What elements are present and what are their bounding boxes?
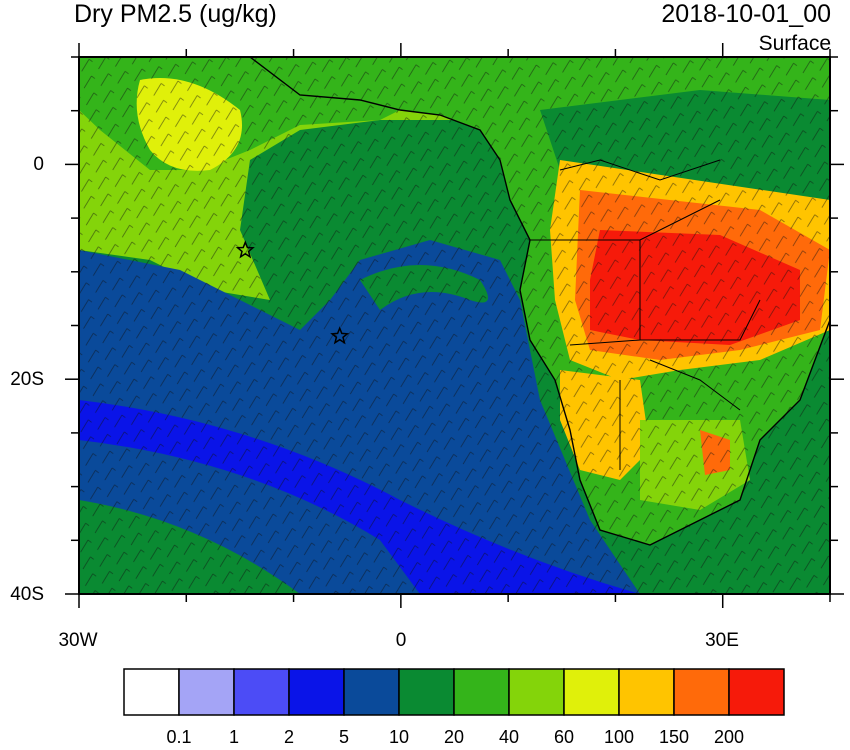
pm25-field bbox=[79, 57, 830, 594]
colorbar-swatch bbox=[618, 668, 675, 716]
colorbar bbox=[123, 668, 785, 716]
valid-time-label: 2018-10-01_00 bbox=[661, 0, 831, 28]
colorbar-label: 60 bbox=[553, 727, 575, 747]
station-star-1 bbox=[235, 240, 255, 259]
x-tick-label-0: 0 bbox=[395, 630, 407, 651]
x-tick-label-30e: 30E bbox=[705, 630, 739, 651]
colorbar-label: 200 bbox=[713, 727, 745, 747]
station-star-2 bbox=[330, 326, 350, 345]
colorbar-label: 2 bbox=[283, 727, 294, 747]
x-tick-label-30w: 30W bbox=[58, 630, 98, 651]
colorbar-label: 20 bbox=[443, 727, 465, 747]
colorbar-swatch bbox=[398, 668, 455, 716]
map-title: Dry PM2.5 (ug/kg) bbox=[74, 0, 277, 28]
y-tick-label-0: 0 bbox=[33, 154, 44, 175]
colorbar-label: 40 bbox=[498, 727, 520, 747]
colorbar-label: 10 bbox=[388, 727, 410, 747]
colorbar-label: 0.1 bbox=[166, 727, 192, 747]
colorbar-swatch bbox=[728, 668, 785, 716]
colorbar-swatch bbox=[673, 668, 730, 716]
colorbar-swatch bbox=[453, 668, 510, 716]
axis-ticks bbox=[65, 43, 844, 608]
colorbar-swatch bbox=[343, 668, 400, 716]
y-tick-label-40s: 40S bbox=[10, 584, 44, 605]
colorbar-label: 1 bbox=[228, 727, 239, 747]
station-markers bbox=[235, 240, 350, 345]
colorbar-swatch bbox=[508, 668, 565, 716]
colorbar-label: 150 bbox=[658, 727, 690, 747]
colorbar-swatch bbox=[563, 668, 620, 716]
y-tick-label-20s: 20S bbox=[10, 369, 44, 390]
colorbar-label: 5 bbox=[338, 727, 349, 747]
colorbar-swatch bbox=[233, 668, 290, 716]
colorbar-swatch bbox=[288, 668, 345, 716]
colorbar-label: 100 bbox=[603, 727, 635, 747]
colorbar-swatch bbox=[178, 668, 235, 716]
vertical-level-label: Surface bbox=[758, 32, 831, 55]
colorbar-swatch bbox=[123, 668, 180, 716]
